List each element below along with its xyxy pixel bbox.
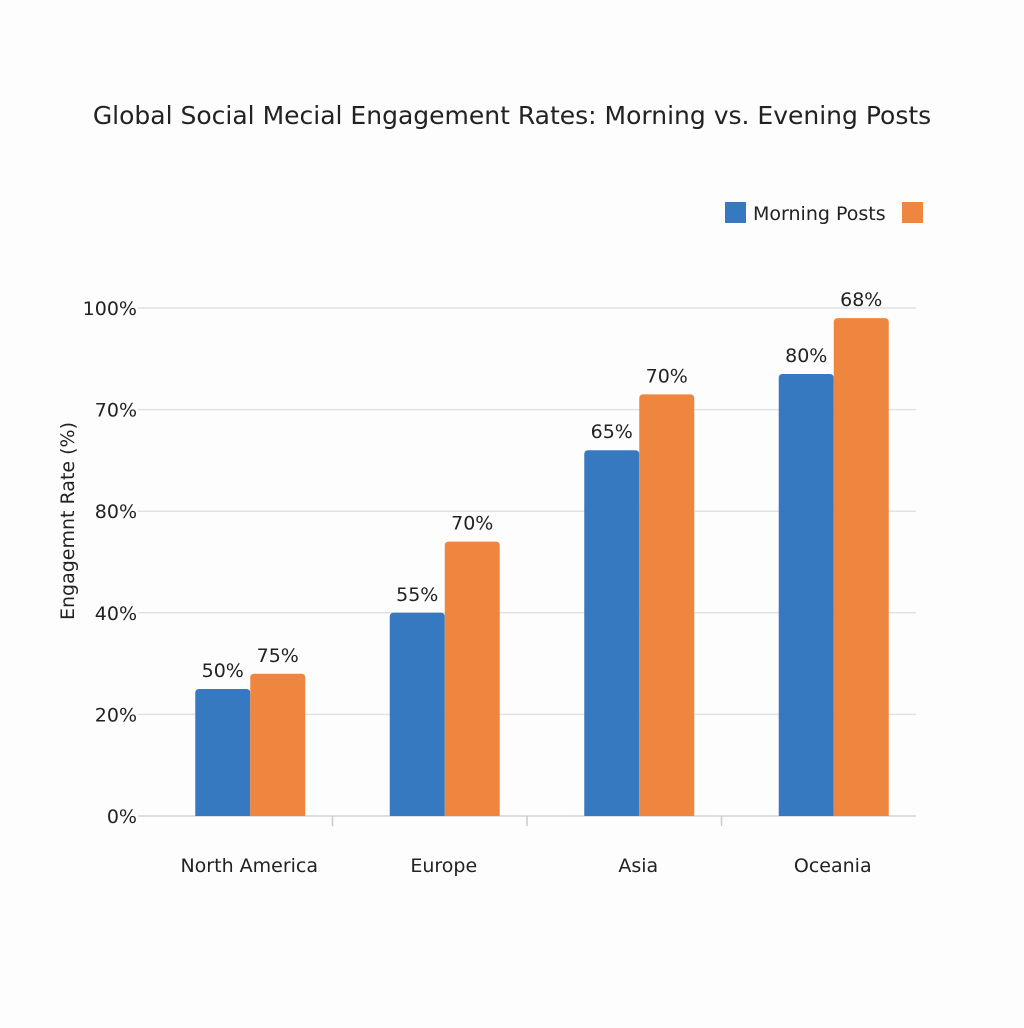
bar — [778, 374, 834, 816]
data-label: 65% — [591, 421, 633, 443]
legend: Morning Posts — [725, 202, 923, 225]
chart-title: Global Social Mecial Engagement Rates: M… — [93, 101, 931, 130]
bar — [639, 394, 695, 816]
legend-label-morning: Morning Posts — [753, 203, 886, 225]
bar — [833, 318, 889, 816]
bar — [250, 673, 306, 816]
bar — [584, 450, 640, 816]
data-label: 50% — [202, 660, 244, 682]
data-label: 55% — [396, 584, 438, 606]
x-tick-label: Asia — [618, 855, 658, 877]
data-label: 70% — [646, 365, 688, 387]
data-label: 70% — [451, 513, 493, 535]
bar — [444, 541, 500, 816]
y-axis-label: Engagemnt Rate (%) — [57, 422, 79, 620]
data-label: 68% — [840, 289, 882, 311]
y-tick-label: 70% — [95, 400, 137, 422]
y-tick-label: 40% — [95, 603, 137, 625]
legend-swatch-morning — [725, 202, 746, 223]
y-tick-label: 0% — [107, 806, 137, 828]
y-tick-label: 100% — [83, 298, 137, 320]
bar — [389, 612, 445, 816]
data-label: 80% — [785, 345, 827, 367]
bar — [195, 689, 251, 816]
x-tick-label: Europe — [410, 855, 477, 877]
x-tick-label: North America — [180, 855, 318, 877]
x-tick-label: Oceania — [794, 855, 872, 877]
data-label: 75% — [257, 645, 299, 667]
y-tick-label: 80% — [95, 501, 137, 523]
legend-swatch-evening — [902, 202, 923, 223]
y-tick-label: 20% — [95, 704, 137, 726]
